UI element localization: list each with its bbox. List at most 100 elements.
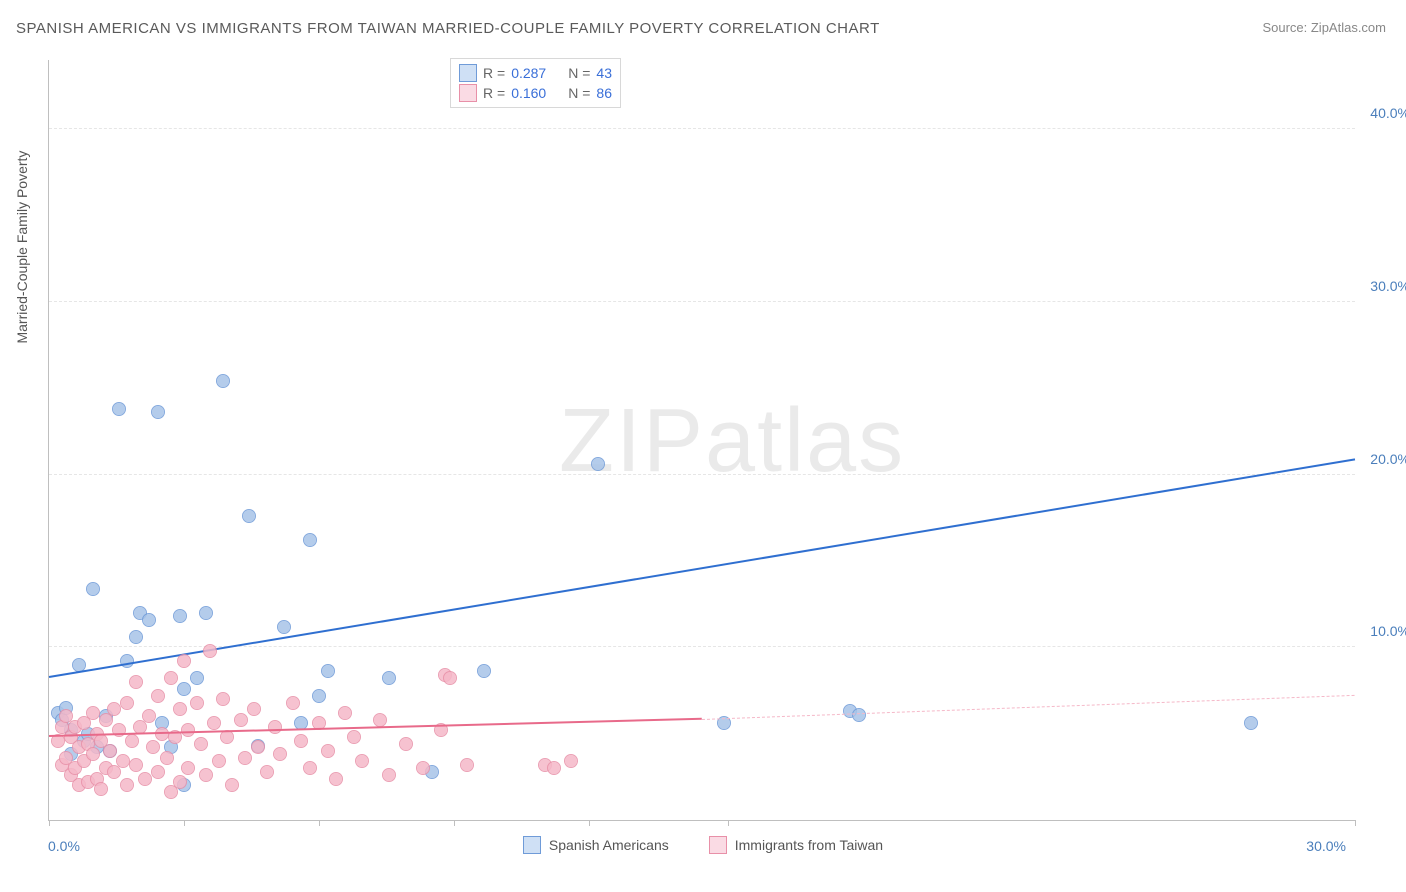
data-point (286, 696, 300, 710)
data-point (216, 692, 230, 706)
y-tick-label: 10.0% (1370, 623, 1406, 639)
data-point (199, 768, 213, 782)
x-tick (184, 820, 185, 826)
data-point (86, 582, 100, 596)
data-point (268, 720, 282, 734)
data-point (190, 671, 204, 685)
y-tick-label: 30.0% (1370, 278, 1406, 294)
data-point (312, 689, 326, 703)
data-point (120, 778, 134, 792)
data-point (477, 664, 491, 678)
series-legend: Spanish Americans Immigrants from Taiwan (0, 836, 1406, 854)
data-point (199, 606, 213, 620)
data-point (160, 751, 174, 765)
r-value: 0.160 (511, 85, 546, 101)
data-point (164, 671, 178, 685)
data-point (107, 702, 121, 716)
data-point (591, 457, 605, 471)
data-point (564, 754, 578, 768)
data-point (852, 708, 866, 722)
data-point (177, 682, 191, 696)
data-point (416, 761, 430, 775)
data-point (251, 740, 265, 754)
stats-legend-row: R = 0.160 N = 86 (459, 83, 612, 103)
data-point (294, 734, 308, 748)
data-point (142, 613, 156, 627)
y-tick-label: 40.0% (1370, 105, 1406, 121)
data-point (86, 747, 100, 761)
legend-label: Immigrants from Taiwan (735, 837, 883, 853)
data-point (355, 754, 369, 768)
data-point (173, 702, 187, 716)
data-point (225, 778, 239, 792)
x-tick (1355, 820, 1356, 826)
x-tick (728, 820, 729, 826)
stats-legend: R = 0.287 N = 43 R = 0.160 N = 86 (450, 58, 621, 108)
data-point (181, 761, 195, 775)
x-tick (49, 820, 50, 826)
n-label: N = (568, 85, 590, 101)
data-point (112, 402, 126, 416)
legend-swatch (709, 836, 727, 854)
data-point (303, 761, 317, 775)
data-point (207, 716, 221, 730)
legend-item: Immigrants from Taiwan (709, 836, 883, 854)
legend-swatch (459, 64, 477, 82)
n-label: N = (568, 65, 590, 81)
scatter-chart: ZIPatlas 10.0%20.0%30.0%40.0% (48, 60, 1355, 821)
n-value: 43 (596, 65, 612, 81)
data-point (321, 744, 335, 758)
data-point (125, 734, 139, 748)
source-attribution: Source: ZipAtlas.com (1262, 20, 1386, 35)
data-point (273, 747, 287, 761)
data-point (138, 772, 152, 786)
data-point (103, 744, 117, 758)
data-point (238, 751, 252, 765)
data-point (151, 765, 165, 779)
data-point (382, 671, 396, 685)
data-point (216, 374, 230, 388)
data-point (86, 706, 100, 720)
legend-item: Spanish Americans (523, 836, 669, 854)
data-point (151, 689, 165, 703)
y-tick-label: 20.0% (1370, 451, 1406, 467)
trend-line (702, 695, 1355, 720)
data-point (382, 768, 396, 782)
source-label: Source: (1262, 20, 1310, 35)
gridline (49, 301, 1355, 302)
source-link[interactable]: ZipAtlas.com (1311, 20, 1386, 35)
data-point (443, 671, 457, 685)
data-point (116, 754, 130, 768)
r-label: R = (483, 85, 505, 101)
data-point (242, 509, 256, 523)
data-point (120, 696, 134, 710)
data-point (547, 761, 561, 775)
r-label: R = (483, 65, 505, 81)
data-point (94, 782, 108, 796)
x-tick (454, 820, 455, 826)
data-point (460, 758, 474, 772)
data-point (399, 737, 413, 751)
data-point (260, 765, 274, 779)
n-value: 86 (596, 85, 612, 101)
data-point (129, 675, 143, 689)
data-point (129, 758, 143, 772)
gridline (49, 474, 1355, 475)
data-point (277, 620, 291, 634)
chart-title: SPANISH AMERICAN VS IMMIGRANTS FROM TAIW… (16, 20, 880, 37)
x-tick (319, 820, 320, 826)
r-value: 0.287 (511, 65, 546, 81)
data-point (151, 405, 165, 419)
data-point (173, 609, 187, 623)
data-point (177, 654, 191, 668)
data-point (129, 630, 143, 644)
stats-legend-row: R = 0.287 N = 43 (459, 63, 612, 83)
data-point (194, 737, 208, 751)
watermark: ZIPatlas (559, 390, 905, 493)
data-point (173, 775, 187, 789)
x-tick (589, 820, 590, 826)
gridline (49, 646, 1355, 647)
data-point (142, 709, 156, 723)
data-point (146, 740, 160, 754)
data-point (1244, 716, 1258, 730)
